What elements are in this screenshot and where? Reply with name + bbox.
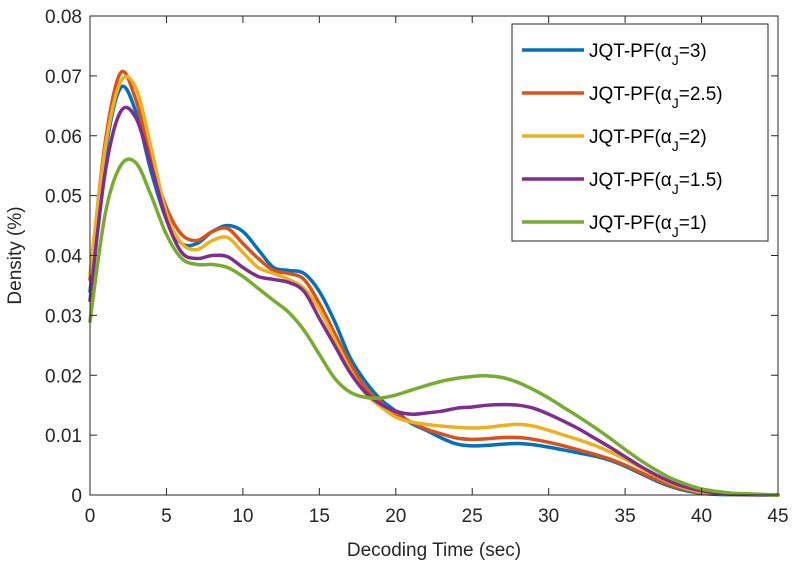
x-tick-label: 20: [385, 506, 406, 527]
legend-box: [511, 23, 769, 242]
legend: JQT-PF(αJ=3) JQT-PF(αJ=2.5) JQT-PF(αJ=2) JQ…: [511, 23, 769, 242]
x-tick-label: 0: [85, 506, 96, 527]
series-line-5: [88, 157, 780, 497]
y-tick-label: 0.03: [45, 306, 82, 327]
y-tick-label: 0.04: [45, 247, 82, 268]
series-layer: [88, 69, 780, 497]
legend-label-1: JQT-PF(αJ=3): [589, 41, 707, 68]
y-tick-label: 0: [71, 486, 82, 507]
legend-label-2: JQT-PF(αJ=2.5): [589, 84, 723, 111]
x-tick-label: 45: [767, 506, 788, 527]
x-tick-label: 5: [161, 506, 172, 527]
legend-label-3: JQT-PF(αJ=2): [589, 127, 707, 154]
y-tick-label: 0.02: [45, 366, 82, 387]
axes-layer: 0 5 10 15 20 25 30 35 40 45 0 0.01 0.02 0.03 0.04 0.05 0…: [45, 7, 789, 527]
y-axis-label: Density (%): [5, 206, 26, 304]
y-tick-label: 0.01: [45, 426, 82, 447]
x-tick-label: 30: [538, 506, 559, 527]
legend-label-4: JQT-PF(αJ=1.5): [589, 170, 723, 197]
y-tick-label: 0.07: [45, 67, 82, 88]
y-tick-label: 0.06: [45, 127, 82, 148]
x-tick-label: 25: [462, 506, 483, 527]
x-tick-label: 10: [232, 506, 253, 527]
series-line-4: [88, 105, 780, 497]
y-tick-label: 0.08: [45, 7, 82, 28]
x-tick-label: 15: [309, 506, 330, 527]
x-tick-label: 40: [691, 506, 712, 527]
y-tick-label: 0.05: [45, 187, 82, 208]
x-axis-label: Decoding Time (sec): [347, 540, 521, 561]
x-tick-label: 35: [615, 506, 636, 527]
legend-label-5: JQT-PF(αJ=1): [589, 213, 707, 240]
